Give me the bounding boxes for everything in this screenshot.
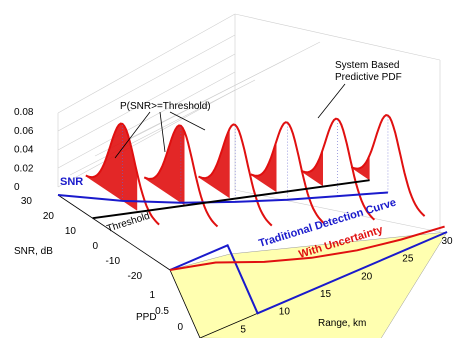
pdf-tick-2: 0.04 (14, 145, 34, 156)
pdf-tick-0: 0 (14, 182, 20, 193)
range-tick-4: 20 (361, 271, 373, 282)
pdf-shade-4 (301, 148, 323, 187)
range-tick-2: 10 (279, 307, 291, 318)
snr-ticks: 30 20 10 0 -10 -20 (21, 196, 143, 282)
pdf-tick-3: 0.06 (14, 126, 34, 137)
pdf-ticks: 0 0.02 0.04 0.06 0.08 (14, 107, 34, 193)
range-axis-label: Range, km (318, 318, 366, 329)
snr-axis-label: SNR, dB (14, 246, 53, 257)
uncertainty-curve (169, 225, 445, 271)
ppd-axis-label: PPD (136, 312, 157, 323)
ppd-tick-2: 0 (177, 322, 183, 333)
snr-tick-1: 20 (43, 211, 55, 222)
ppd-axis-line (169, 269, 201, 338)
system-pdf-label-2: Predictive PDF (335, 72, 402, 83)
pdf-shade-2 (198, 128, 230, 199)
ppd-ticks: 10.50 (149, 290, 183, 333)
probability-label: P(SNR>=Threshold) (120, 101, 211, 112)
range-tick-5: 25 (402, 254, 414, 265)
system-pdf-label-1: System Based (335, 60, 399, 71)
pdf-tick-4: 0.08 (14, 107, 34, 118)
pdf-curve-4 (300, 117, 376, 221)
probability-pointer-2 (159, 111, 166, 153)
probability-pointer-1 (114, 111, 151, 159)
probability-pointer-3 (169, 111, 206, 131)
snr-tick-2: 10 (65, 226, 77, 237)
system-pdf-pointer (317, 83, 346, 119)
grid-back (57, 13, 441, 233)
pdf-shade-1 (144, 125, 185, 206)
traditional-curve (169, 231, 448, 315)
snr-tick-4: -10 (106, 256, 121, 267)
snr-tick-3: 0 (92, 241, 98, 252)
snr-curve (57, 191, 388, 204)
threshold-line (92, 179, 370, 220)
snr-tick-5: -20 (128, 271, 143, 282)
snr-curve-label: SNR (60, 176, 83, 188)
range-tick-3: 15 (320, 289, 332, 300)
ppd-tick-0: 1 (149, 290, 155, 301)
snr-tick-0: 30 (21, 196, 33, 207)
pdf-tick-1: 0.02 (14, 163, 34, 174)
range-tick-1: 5 (240, 324, 246, 335)
range-tick-6: 30 (441, 236, 453, 247)
pdf-shade-5 (351, 155, 370, 181)
snr-axis-line (57, 194, 171, 271)
ppd-tick-1: 0.5 (155, 306, 169, 317)
pdf-shade-3 (250, 140, 277, 193)
